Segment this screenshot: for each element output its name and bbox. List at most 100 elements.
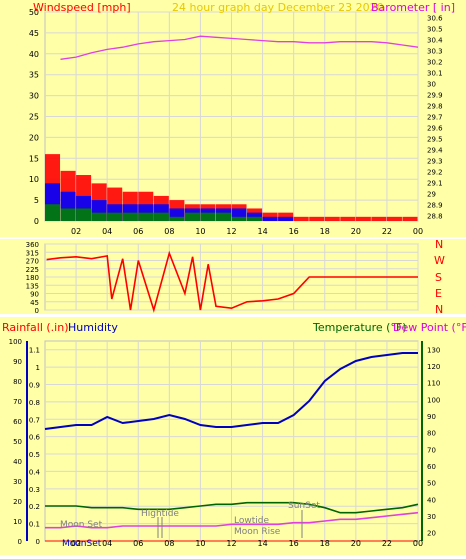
direction-y-tick-label: 225: [26, 266, 39, 274]
rain-y-tick-label: 0.5: [29, 451, 40, 459]
direction-y-tick-label: 135: [26, 282, 39, 290]
wind-low-bar: [200, 212, 216, 221]
direction-marks: [46, 250, 418, 313]
wind-gust-bar: [371, 216, 387, 221]
wind-low-bar: [247, 216, 263, 221]
wind-y-tick-label: 15: [29, 154, 39, 163]
temp-x-tick-label: 22: [382, 539, 392, 548]
moon-set-label: Moon Set: [60, 520, 103, 530]
wind-gust-bar: [324, 216, 340, 221]
wind-gust-bar: [355, 216, 371, 221]
wind-low-bar: [91, 212, 107, 221]
direction-line: [46, 250, 418, 313]
barometer-y-tick-label: 30: [427, 81, 436, 89]
temp-x-tick-label: 02: [71, 539, 81, 548]
barometer-y-tick-label: 29.5: [427, 136, 443, 144]
high-tide-label: Hightide: [141, 509, 179, 519]
barometer-y-tick-label: 29.3: [427, 158, 443, 166]
wind-x-tick-label: 02: [71, 227, 81, 236]
temperature-y-tick-label: 20: [427, 530, 436, 538]
rain-y-tick-label: 0.6: [29, 434, 41, 442]
wind-x-tick-label: 18: [320, 227, 330, 236]
humidity-y-tick-label: 90: [13, 358, 22, 366]
temp-x-tick-label: 18: [320, 539, 330, 548]
wind-low-bar: [138, 212, 154, 221]
wind-low-bar: [215, 212, 231, 221]
wind-low-bar: [184, 212, 200, 221]
wind-gust-bar: [340, 216, 356, 221]
wind-low-bar: [153, 212, 169, 221]
wind-y-tick-label: 20: [29, 133, 39, 142]
wind-x-tick-label: 06: [133, 227, 143, 236]
wind-gust-bar: [386, 216, 402, 221]
wind-y-tick-label: 40: [29, 50, 39, 59]
rain-y-tick-label: 0.4: [29, 468, 41, 476]
direction-y-tick-label: 270: [26, 258, 39, 266]
wind-y-tick-label: 35: [29, 71, 39, 80]
temp-marks: [44, 352, 419, 542]
rain-y-tick-label: 1.1: [29, 347, 40, 355]
humidity-y-tick-label: 20: [13, 498, 22, 506]
rain-axis-title: Rainfall (.in): [2, 321, 69, 334]
direction-y-tick-label: 0: [35, 307, 39, 315]
barometer-y-tick-label: 30.3: [427, 48, 443, 56]
humidity-y-tick-label: 40: [13, 458, 22, 466]
temperature-y-tick-label: 30: [427, 513, 436, 521]
barometer-y-tick-label: 30.4: [427, 37, 443, 45]
rain-y-tick-label: 0.7: [29, 416, 40, 424]
temperature-y-tick-label: 60: [427, 463, 436, 471]
wind-low-bar: [76, 208, 92, 221]
temp-grid: [26, 340, 423, 542]
humidity-line: [44, 352, 418, 430]
temperature-axis-title: Temperature (°F): [312, 321, 407, 334]
barometer-y-tick-label: 30.2: [427, 59, 443, 67]
wind-low-bar: [231, 216, 247, 221]
wind-low-bar: [122, 212, 138, 221]
wind-x-tick-label: 08: [164, 227, 174, 236]
wind-x-tick-label: 10: [195, 227, 205, 236]
humidity-y-tick-label: 70: [13, 398, 22, 406]
wind-x-tick-label: 16: [289, 227, 299, 236]
barometer-y-tick-label: 29.7: [427, 114, 443, 122]
sun-set-label: SunSet: [288, 501, 320, 511]
barometer-y-tick-label: 29: [427, 191, 436, 199]
graph-title: 24 hour graph day December 23 2020: [172, 1, 384, 14]
rain-y-tick-label: 0.8: [29, 399, 40, 407]
barometer-y-tick-label: 29.9: [427, 92, 443, 100]
wind-y-tick-label: 10: [29, 175, 39, 184]
moon-set-bottom-label: MoonSet: [62, 539, 102, 549]
temp-x-tick-label: 10: [195, 539, 205, 548]
rain-y-tick-label: 1: [36, 364, 40, 372]
barometer-y-tick-label: 30.1: [427, 70, 443, 78]
dew-point-line: [45, 511, 419, 529]
dew-point-axis-title: Dew Point (°F): [393, 321, 466, 334]
rain-y-tick-label: 0.3: [29, 486, 40, 494]
temperature-y-tick-label: 120: [427, 363, 440, 371]
temperature-y-tick-label: 90: [427, 413, 436, 421]
barometer-y-tick-label: 29.4: [427, 147, 443, 155]
rain-y-tick-label: 0.9: [29, 381, 40, 389]
temperature-y-tick-label: 100: [427, 396, 440, 404]
wind-gust-bar: [293, 216, 309, 221]
humidity-y-tick-label: 50: [13, 438, 22, 446]
temperature-y-tick-label: 50: [427, 480, 436, 488]
barometer-y-tick-label: 30.6: [427, 15, 443, 23]
wind-y-tick-label: 5: [34, 196, 39, 205]
compass-n-top: N: [435, 238, 443, 251]
wind-low-bar: [107, 212, 123, 221]
wind-low-bar: [60, 208, 76, 221]
temperature-y-tick-label: 80: [427, 430, 436, 438]
humidity-y-tick-label: 100: [9, 338, 22, 346]
temp-x-tick-label: 12: [226, 539, 236, 548]
humidity-axis-title: Humidity: [68, 321, 118, 334]
humidity-y-tick-label: 10: [13, 518, 22, 526]
barometer-line: [60, 35, 419, 60]
compass-s: S: [435, 271, 442, 284]
wind-gust-bar: [309, 216, 325, 221]
temperature-y-tick-label: 70: [427, 446, 436, 454]
wind-y-tick-label: 30: [29, 92, 39, 101]
wind-avg-bar: [278, 216, 294, 221]
temp-x-tick-label: 16: [289, 539, 299, 548]
wind-axis-title: Windspeed [mph]: [33, 1, 131, 14]
